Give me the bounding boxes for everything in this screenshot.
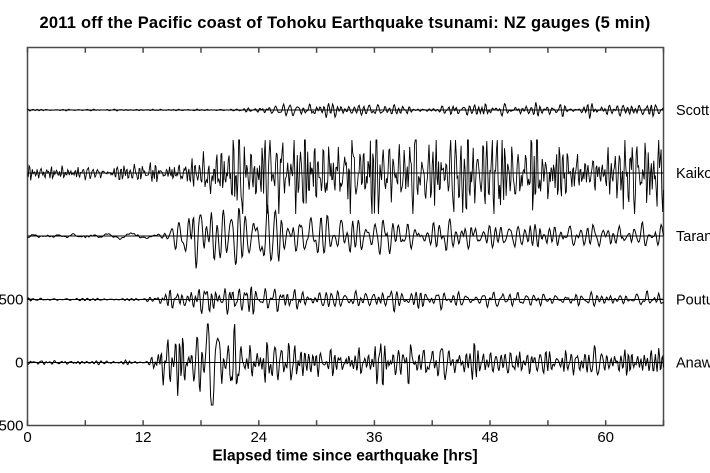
svg-text:Taranaki: Taranaki [676,229,710,245]
svg-text:60: 60 [597,429,614,446]
svg-text:0: 0 [23,429,31,446]
svg-text:Anawhata: Anawhata [676,356,710,372]
svg-text:12: 12 [135,429,152,446]
svg-text:Kaikoura: Kaikoura [676,166,710,182]
svg-text:36: 36 [366,429,383,446]
svg-text:2011 off the Pacific coast of: 2011 off the Pacific coast of Tohoku Ear… [39,14,650,32]
svg-text:Scott Base: Scott Base [676,103,710,119]
svg-text:24: 24 [250,429,267,446]
svg-text:Poutu: Poutu [676,293,710,309]
svg-text:48: 48 [482,429,499,446]
svg-text:-500: -500 [0,418,24,435]
svg-text:Elapsed time since earthquake: Elapsed time since earthquake [hrs] [212,448,477,465]
svg-text:500: 500 [0,291,24,308]
svg-text:0: 0 [15,355,23,372]
